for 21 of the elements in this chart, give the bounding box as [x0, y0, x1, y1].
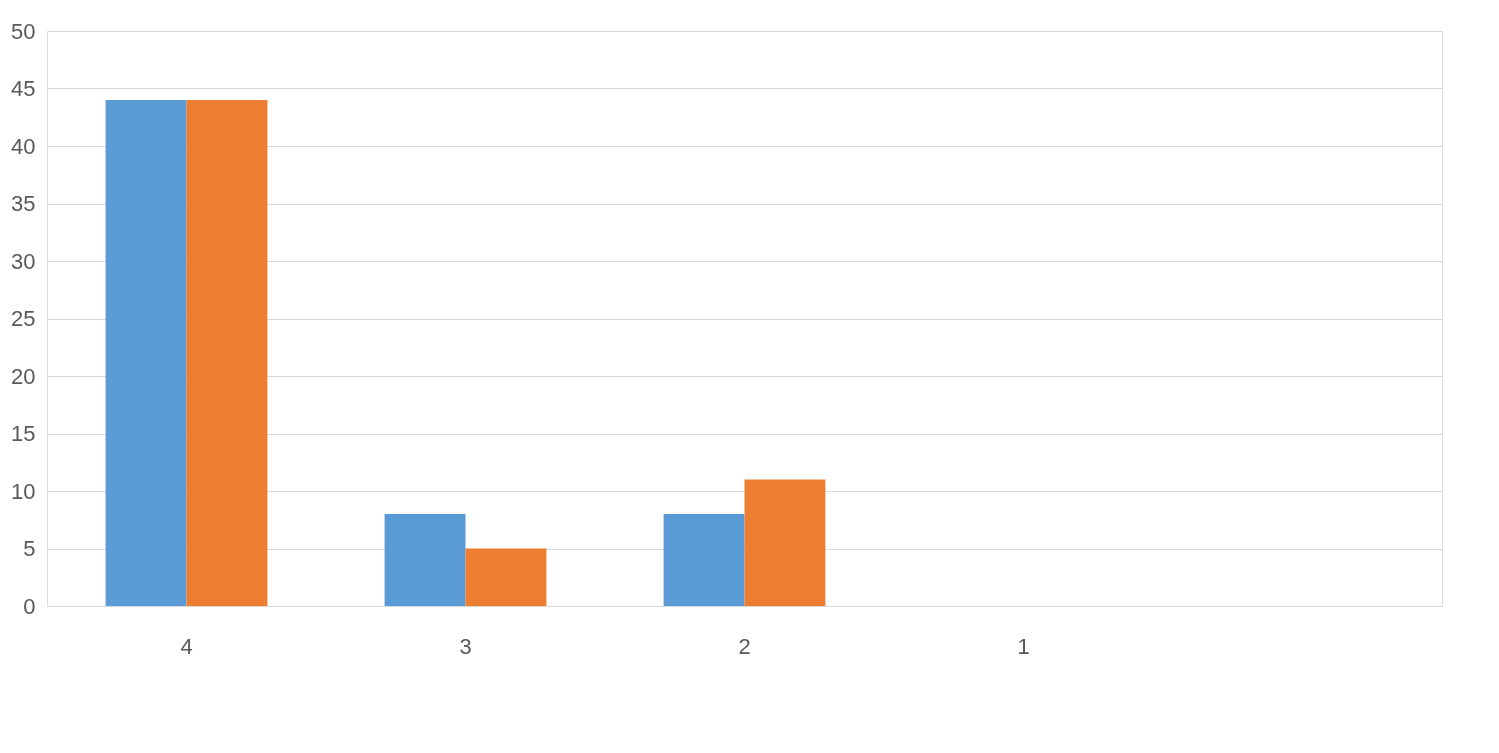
- y-tick-label: 25: [11, 306, 36, 331]
- bar: [105, 100, 187, 606]
- bar: [744, 479, 826, 606]
- y-tick-label: 30: [11, 248, 36, 274]
- y-tick-label: 10: [11, 478, 36, 504]
- x-tick-label: 2: [738, 633, 751, 659]
- x-tick-label: 1: [1017, 633, 1030, 659]
- bar: [186, 100, 268, 606]
- y-tick-label: 0: [23, 593, 36, 619]
- bar: [663, 514, 745, 606]
- y-tick-label: 50: [11, 18, 36, 44]
- y-tick-label: 15: [11, 421, 36, 446]
- y-tick-label: 35: [11, 191, 36, 216]
- y-tick-label: 45: [11, 76, 36, 101]
- y-tick-label: 5: [23, 536, 36, 561]
- x-tick-label: 4: [180, 633, 193, 659]
- bar: [465, 548, 547, 606]
- bar: [384, 514, 466, 606]
- y-tick-label: 40: [11, 133, 36, 159]
- y-tick-label: 20: [11, 363, 36, 389]
- x-tick-label: 3: [459, 633, 472, 659]
